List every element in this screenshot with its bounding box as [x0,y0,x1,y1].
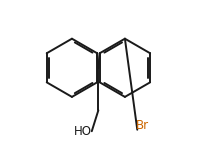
Text: Br: Br [136,119,149,132]
Text: HO: HO [74,125,92,138]
